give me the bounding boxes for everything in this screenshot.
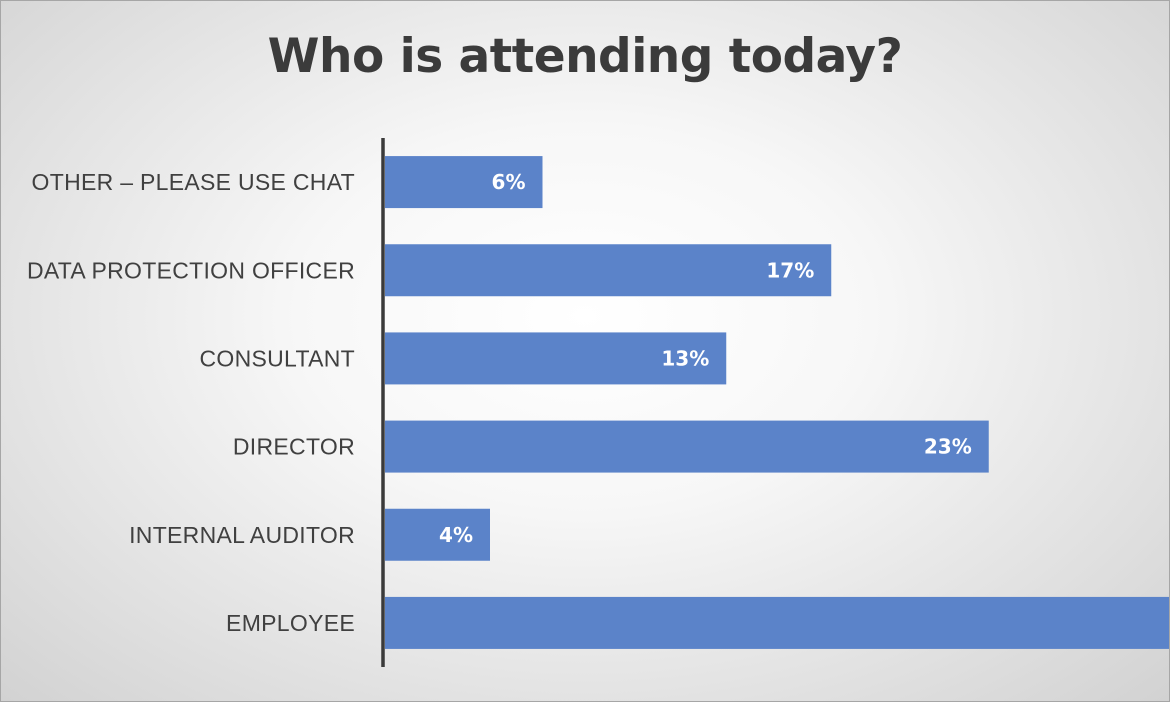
bar-value-label: 17% <box>766 258 814 282</box>
category-label: OTHER – PLEASE USE CHAT <box>32 169 355 195</box>
bar-value-label: 23% <box>924 435 972 459</box>
bar-0 <box>385 156 543 209</box>
category-label: INTERNAL AUDITOR <box>129 522 355 548</box>
category-label: EMPLOYEE <box>226 610 355 636</box>
bar-value-label: 6% <box>492 170 526 194</box>
bar-3 <box>385 420 989 473</box>
bars-layer <box>385 156 1169 649</box>
labels-layer: 6% OTHER – PLEASE USE CHAT 17% DATA PROTECT… <box>27 169 972 636</box>
bar-5 <box>385 596 1169 649</box>
bar-2 <box>385 332 727 385</box>
bar-value-label: 13% <box>661 346 709 370</box>
chart-title: Who is attending today? <box>267 29 903 84</box>
category-label: CONSULTANT <box>200 345 356 371</box>
bar-4 <box>385 508 490 561</box>
category-label: DATA PROTECTION OFFICER <box>27 257 355 283</box>
bar-value-label: 4% <box>439 523 473 547</box>
bar-1 <box>385 244 832 297</box>
category-label: DIRECTOR <box>233 434 355 460</box>
